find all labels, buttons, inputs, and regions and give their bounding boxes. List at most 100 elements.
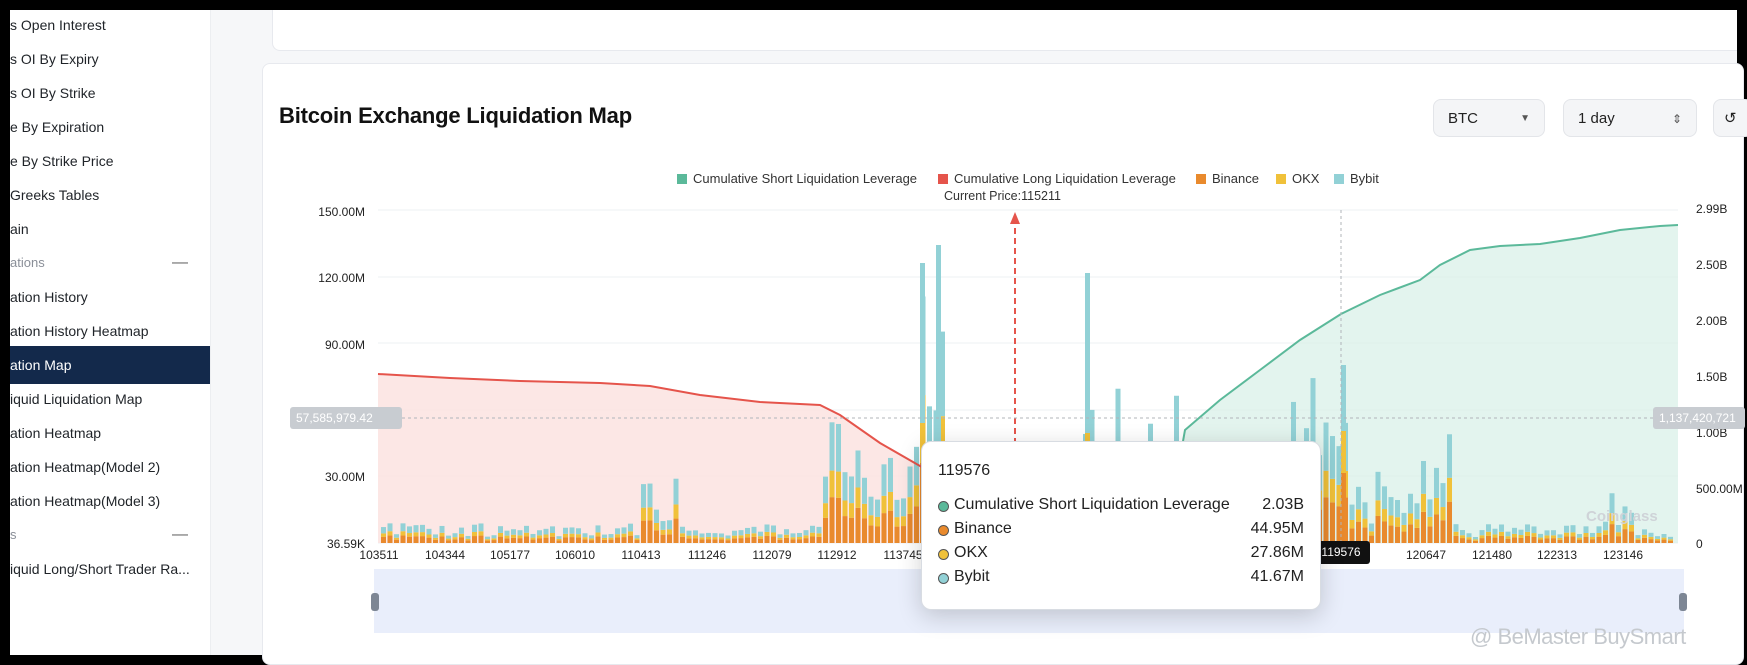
legend-swatch-icon <box>677 174 687 184</box>
bar-segment <box>842 500 848 517</box>
bar-segment <box>764 531 770 536</box>
x-tick: 121480 <box>1471 548 1513 562</box>
bar-segment <box>1382 521 1387 543</box>
bar-segment <box>1544 530 1550 536</box>
sidebar-item-liquidation-heatmap[interactable]: ation Heatmap <box>10 425 102 441</box>
bar-segment <box>608 534 614 538</box>
sidebar-item-greeks-tables[interactable]: Greeks Tables <box>10 187 100 203</box>
bar-segment <box>1369 523 1374 532</box>
legend-item-binance[interactable]: Binance <box>1196 171 1259 187</box>
bar-segment <box>1115 388 1121 451</box>
bar-segment <box>1341 431 1346 473</box>
bar-segment <box>1388 515 1394 526</box>
sidebar-item-liquidation-map[interactable]: ation Map <box>10 346 210 384</box>
bar-segment <box>1427 499 1433 517</box>
bar-segment <box>829 422 835 471</box>
collapse-icon[interactable]: — <box>172 526 188 543</box>
bar-segment <box>439 532 445 537</box>
bar-segment <box>465 535 471 539</box>
bar-segment <box>1583 536 1589 543</box>
bar-segment <box>1323 422 1329 471</box>
bar-segment <box>907 466 913 498</box>
bar-segment <box>1596 532 1602 537</box>
sidebar-item-hyperliquid-long-short[interactable]: iquid Long/Short Trader Ra... <box>10 561 190 577</box>
bar-segment <box>1661 534 1667 538</box>
legend-item-bybit[interactable]: Bybit <box>1334 171 1379 187</box>
sidebar-item-volume-by-strike[interactable]: e By Strike Price <box>10 153 114 169</box>
bar-segment <box>907 513 913 543</box>
sidebar-item-liquidation-history[interactable]: ation History <box>10 289 88 305</box>
sidebar-item-liquidation-heatmap-model2[interactable]: ation Heatmap(Model 2) <box>10 459 161 475</box>
bar-segment <box>1395 517 1400 527</box>
sidebar-section-liquidations[interactable]: ations — <box>10 244 210 282</box>
bar-segment <box>1356 521 1361 543</box>
bar-segment <box>615 537 620 543</box>
sidebar-item-onchain[interactable]: ain <box>10 221 29 237</box>
bar-segment <box>1635 538 1641 540</box>
bar-segment <box>641 507 646 521</box>
bar-segment <box>1336 484 1342 507</box>
bar-segment <box>1375 515 1381 543</box>
zoom-handle-left[interactable] <box>371 593 379 611</box>
bar-segment <box>920 423 925 463</box>
bar-segment <box>1492 537 1498 543</box>
zoom-handle-right[interactable] <box>1679 593 1687 611</box>
range-select-value: 1 day <box>1578 110 1615 127</box>
bar-segment <box>543 537 549 543</box>
sidebar-item-volume-by-expiration[interactable]: e By Expiration <box>10 119 105 135</box>
bar-segment <box>842 472 848 501</box>
bar-segment <box>439 525 445 533</box>
sidebar-section-2[interactable]: s — <box>10 516 210 554</box>
sidebar-item-options-open-interest[interactable]: s Open Interest <box>10 17 106 33</box>
coin-select[interactable]: BTC ▼ <box>1433 99 1545 137</box>
bar-segment <box>563 537 568 543</box>
bar-segment <box>790 533 796 538</box>
bar-segment <box>465 540 471 543</box>
bar-segment <box>1473 539 1478 541</box>
bar-segment <box>1609 513 1615 525</box>
bar-segment <box>777 534 783 538</box>
range-select[interactable]: 1 day ⇕ <box>1563 99 1697 137</box>
bar-segment <box>1616 536 1621 543</box>
bar-segment <box>1570 525 1576 533</box>
bar-segment <box>810 532 815 537</box>
reset-button[interactable]: ↺ <box>1713 99 1747 137</box>
bar-segment <box>732 538 737 543</box>
collapse-icon[interactable]: — <box>172 254 188 271</box>
bar-segment <box>433 537 438 540</box>
bar-segment <box>680 533 685 537</box>
legend-item-long[interactable]: Cumulative Long Liquidation Leverage <box>938 171 1176 187</box>
bar-segment <box>849 517 854 543</box>
bar-segment <box>1661 537 1667 540</box>
bar-segment <box>660 534 666 543</box>
bar-segment <box>524 536 529 543</box>
sidebar-item-options-oi-by-strike[interactable]: s OI By Strike <box>10 85 96 101</box>
bar-segment <box>1590 536 1595 540</box>
bar-segment <box>387 523 393 532</box>
sidebar-item-liquidation-history-heatmap[interactable]: ation History Heatmap <box>10 323 149 339</box>
bar-segment <box>1499 531 1504 536</box>
tooltip-row-name: Cumulative Short Liquidation Leverage <box>954 496 1230 513</box>
legend-label: OKX <box>1292 171 1320 186</box>
sidebar-item-hyperliquid-liquidation-map[interactable]: iquid Liquidation Map <box>10 391 143 407</box>
bar-segment <box>569 533 575 538</box>
legend-item-short[interactable]: Cumulative Short Liquidation Leverage <box>677 171 917 187</box>
bar-segment <box>719 537 724 540</box>
bar-segment <box>855 450 861 488</box>
y-left-tick: 30.00M <box>324 470 365 484</box>
bar-segment <box>1648 539 1654 543</box>
bar-segment <box>1486 524 1491 532</box>
bar-segment <box>1557 537 1563 540</box>
legend-item-okx[interactable]: OKX <box>1276 171 1319 187</box>
y-right-tick: 2.50B <box>1696 258 1728 272</box>
bar-segment <box>816 536 822 543</box>
bar-segment <box>1336 506 1342 543</box>
sidebar-item-liquidation-heatmap-model3[interactable]: ation Heatmap(Model 3) <box>10 493 161 509</box>
bar-segment <box>654 530 659 543</box>
bar-segment <box>719 539 724 543</box>
bar-segment <box>1369 535 1374 543</box>
tooltip-row-value: 2.03B <box>1262 496 1304 513</box>
x-crosshair-label: 119576 <box>1312 541 1370 564</box>
sidebar-item-options-oi-by-expiry[interactable]: s OI By Expiry <box>10 51 99 67</box>
